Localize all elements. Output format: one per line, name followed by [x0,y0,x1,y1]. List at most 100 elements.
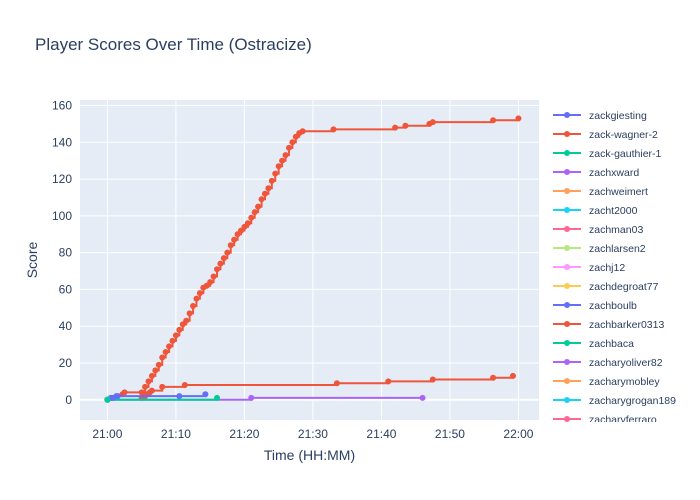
legend-item[interactable]: zachbaca [553,338,634,350]
data-point [159,354,166,361]
legend-label: zacharygrogan189 [589,395,676,407]
legend-item[interactable]: zacht2000 [553,205,638,217]
data-point [282,152,289,159]
legend-item[interactable]: zack-wagner-2 [553,129,658,141]
data-point [227,242,234,249]
x-tick-label: 21:30 [298,427,328,441]
data-point [183,317,190,324]
data-point [285,144,292,151]
legend-swatch-marker [564,359,570,365]
y-tick-label: 0 [65,393,72,407]
legend-swatch-marker [564,378,570,384]
data-point [190,302,197,309]
legend-item[interactable]: zachman03 [553,224,643,236]
data-point [159,383,166,390]
legend-label: zackgiesting [589,110,647,122]
data-point [148,387,155,394]
data-point [261,190,268,197]
chart-title: Player Scores Over Time (Ostracize) [35,35,312,54]
y-tick-label: 40 [59,319,73,333]
data-point [217,260,224,267]
data-point [152,367,159,374]
legend-label: zachj12 [589,262,625,274]
legend-item[interactable]: zacharyferraro [553,414,657,426]
data-point [265,185,272,192]
data-point [186,310,193,317]
y-tick-label: 80 [59,246,73,260]
legend-swatch-marker [564,245,570,251]
data-point [392,124,399,131]
data-point [279,157,286,164]
data-point [255,203,262,210]
legend-item[interactable]: zachboulb [553,300,637,312]
data-point [490,117,497,124]
data-point [202,391,209,398]
series-zackgiesting [109,391,209,401]
legend-swatch-marker [564,397,570,403]
data-point [419,394,426,401]
grid [80,100,539,420]
data-point [258,196,265,203]
legend-label: zachxward [589,167,639,179]
data-point [248,394,255,401]
data-point [385,378,392,385]
x-tick-label: 21:10 [161,427,191,441]
y-tick-label: 20 [59,356,73,370]
x-tick-label: 21:50 [435,427,465,441]
legend-item[interactable]: zachxward [553,167,639,179]
x-tick-label: 21:00 [92,427,122,441]
legend-swatch-marker [564,226,570,232]
series-group [104,115,522,403]
legend-swatch-marker [564,283,570,289]
y-tick-label: 60 [59,282,73,296]
legend-item[interactable]: zachbarker0313 [553,319,664,331]
legend-label: zacharymobley [589,376,660,388]
legend[interactable]: zackgiesting zack-wagner-2 zack-gauthier-1… [553,110,676,426]
legend-swatch-marker [564,112,570,118]
legend-label: zachman03 [589,224,643,236]
data-point [220,255,227,262]
data-point [268,177,275,184]
data-point [166,343,173,350]
legend-item[interactable]: zachweimert [553,186,648,198]
data-point [272,170,279,177]
legend-item[interactable]: zackgiesting [553,110,647,122]
legend-swatch-marker [564,416,570,422]
legend-swatch-marker [564,302,570,308]
data-point [104,396,111,403]
legend-swatch-marker [564,188,570,194]
legend-item[interactable]: zachlarsen2 [553,243,646,255]
data-point [176,326,183,333]
legend-item[interactable]: zacharygrogan189 [553,395,676,407]
legend-label: zacharyoliver82 [589,357,663,369]
legend-item[interactable]: zachdegroat77 [553,281,659,293]
data-point [330,126,337,133]
y-tick-label: 160 [52,99,72,113]
legend-label: zachbaca [589,338,634,350]
data-point [196,290,203,297]
data-point [289,139,296,146]
y-axis-ticks: 0 20 40 60 80 100 120 140 160 [52,99,72,407]
legend-swatch-marker [564,340,570,346]
y-axis-title: Score [24,242,40,279]
data-point [207,279,214,286]
data-point [176,393,183,400]
legend-label: zachdegroat77 [589,281,659,293]
legend-item[interactable]: zachj12 [553,262,625,274]
data-point [121,389,128,396]
legend-swatch-marker [564,150,570,156]
series-zack-gauthier-1 [104,394,221,403]
y-tick-label: 120 [52,172,72,186]
legend-item[interactable]: zack-gauthier-1 [553,148,662,160]
legend-item[interactable]: zacharymobley [553,376,660,388]
series-zack-wagner-2 [119,115,522,398]
data-point [138,389,145,396]
data-point [169,337,176,344]
x-tick-label: 21:40 [366,427,396,441]
legend-label: zachweimert [589,186,648,198]
data-point [333,380,340,387]
x-axis-title: Time (HH:MM) [264,447,355,463]
legend-item[interactable]: zacharyoliver82 [553,357,663,369]
legend-label: zack-gauthier-1 [589,148,662,160]
